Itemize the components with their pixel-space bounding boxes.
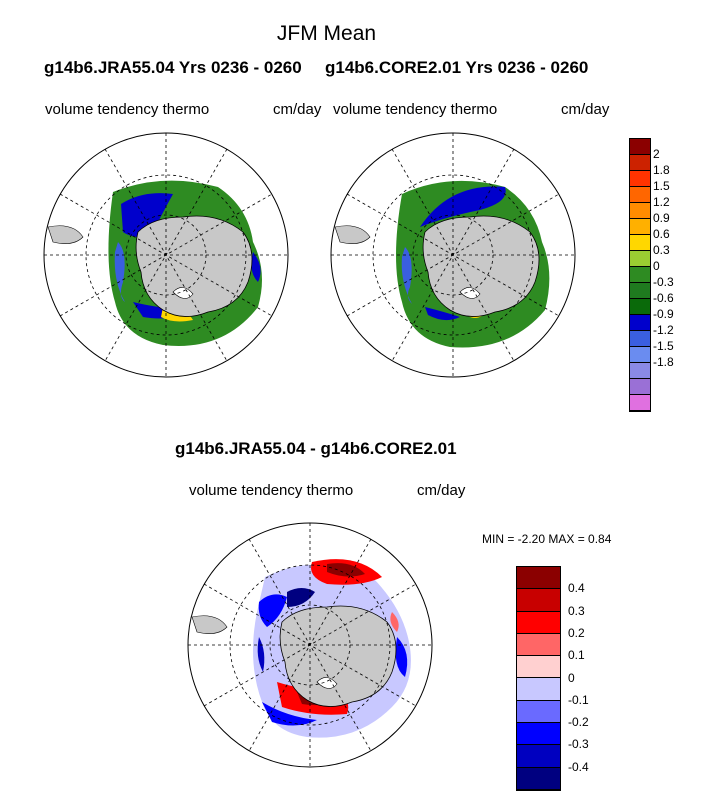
colorbar-swatch <box>630 171 650 187</box>
colorbar-swatch <box>630 219 650 235</box>
colorbar-tick-label: 1.5 <box>653 179 670 193</box>
colorbar-swatch <box>517 700 560 724</box>
colorbar-swatch <box>517 767 560 790</box>
colorbar-swatch <box>630 187 650 203</box>
colorbar-swatch <box>630 267 650 283</box>
colorbar-swatch <box>630 299 650 315</box>
colorbar-swatch <box>630 347 650 363</box>
colorbar-swatch <box>630 283 650 299</box>
diff-panel-case-title: g14b6.JRA55.04 - g14b6.CORE2.01 <box>175 439 457 458</box>
colorbar-tick-label: -1.2 <box>653 323 674 337</box>
colorbar-tick-label: -0.4 <box>568 759 589 774</box>
colorbar-tick-label: -0.6 <box>653 291 674 305</box>
colorbar-tick-label: 1.8 <box>653 163 670 177</box>
colorbar-swatch <box>517 723 560 746</box>
colorbar-tick-label: 1.2 <box>653 195 670 209</box>
colorbar-tick-label: 0.3 <box>568 603 585 618</box>
colorbar-swatch <box>630 139 650 155</box>
colorbar-tick-label: 0.6 <box>653 227 670 241</box>
colorbar-tick-label: 0.1 <box>568 648 585 663</box>
colorbar-tick-label: -0.9 <box>653 307 674 321</box>
left-polar-map <box>43 132 289 378</box>
colorbar-swatch <box>630 363 650 379</box>
colorbar-swatch <box>630 235 650 251</box>
colorbar-swatch <box>517 633 560 657</box>
left-panel-units: cm/day <box>273 101 322 118</box>
colorbar-tick-label: -1.8 <box>653 355 674 369</box>
colorbar-swatch <box>630 395 650 411</box>
colorbar-tick-label: 0.9 <box>653 211 670 225</box>
right-panel-case-title: g14b6.CORE2.01 Yrs 0236 - 0260 <box>325 58 589 77</box>
diff-polar-map <box>187 522 433 768</box>
colorbar-tick-label: 0.4 <box>568 581 585 596</box>
colorbar-top <box>629 138 651 412</box>
colorbar-swatch <box>517 745 560 768</box>
colorbar-tick-label: -0.3 <box>568 737 589 752</box>
left-panel-case-title: g14b6.JRA55.04 Yrs 0236 - 0260 <box>44 58 302 77</box>
colorbar-swatch <box>630 155 650 171</box>
left-panel-field-label: volume tendency thermo <box>45 101 210 118</box>
colorbar-swatch <box>630 251 650 267</box>
diff-minmax-label: MIN = -2.20 MAX = 0.84 <box>482 532 612 546</box>
colorbar-tick-label: 0 <box>568 670 575 685</box>
colorbar-tick-label: -0.3 <box>653 275 674 289</box>
colorbar-swatch <box>630 203 650 219</box>
colorbar-tick-label: -1.5 <box>653 339 674 353</box>
colorbar-tick-label: 0.3 <box>653 243 670 257</box>
colorbar-swatch <box>517 611 560 634</box>
colorbar-tick-label: -0.1 <box>568 692 589 707</box>
colorbar-tick-label: 0.2 <box>568 625 585 640</box>
colorbar-swatch <box>517 656 560 679</box>
right-panel-field-label: volume tendency thermo <box>333 101 498 118</box>
colorbar-swatch <box>517 678 560 701</box>
colorbar-tick-label: 2 <box>653 147 660 161</box>
colorbar-swatch <box>517 567 560 590</box>
colorbar-tick-label: 0 <box>653 259 660 273</box>
right-polar-map <box>330 132 576 378</box>
diff-panel-units: cm/day <box>417 482 466 499</box>
figure-title: JFM Mean <box>276 22 377 45</box>
colorbar-tick-label: -0.2 <box>568 715 589 730</box>
colorbar-swatch <box>517 589 560 612</box>
right-panel-units: cm/day <box>561 101 610 118</box>
colorbar-swatch <box>630 315 650 331</box>
colorbar-swatch <box>630 331 650 347</box>
colorbar-swatch <box>630 379 650 395</box>
colorbar-diff <box>516 566 561 791</box>
diff-panel-field-label: volume tendency thermo <box>189 482 354 499</box>
